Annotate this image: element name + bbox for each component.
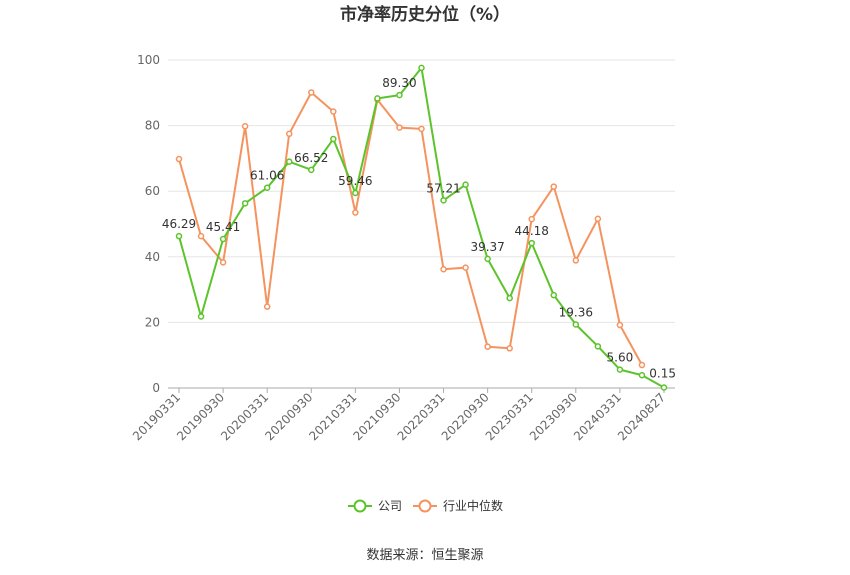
point-industry-20231231 — [594, 215, 602, 223]
point-industry-20220331 — [440, 266, 447, 273]
y-tick-label-40: 40 — [145, 250, 160, 264]
point-industry-20240630 — [638, 361, 646, 369]
series-line-company — [178, 66, 665, 389]
data-label-20190331: 46.29 — [162, 217, 196, 231]
point-industry-20190930 — [219, 259, 227, 266]
y-tick-label-20: 20 — [145, 315, 160, 329]
data-label-20210930: 89.30 — [382, 76, 416, 90]
legend-industry-marker — [418, 499, 432, 513]
y-tick-label-100: 100 — [137, 53, 160, 67]
data-label-20230331: 44.18 — [515, 224, 549, 238]
chart-title: 市净率历史分位（%） — [340, 4, 510, 25]
point-industry-20190331 — [175, 155, 183, 163]
point-company-20200630 — [285, 158, 293, 165]
point-industry-20190630 — [197, 232, 205, 240]
point-company-20200930 — [308, 166, 315, 174]
legend-company-marker — [353, 499, 367, 513]
data-label-20210331: 59.46 — [338, 174, 372, 188]
point-industry-20200930 — [308, 89, 315, 96]
point-company-20220331 — [440, 197, 447, 204]
point-company-20240331 — [616, 366, 624, 373]
x-tick-label-20240827: 20240827 — [615, 390, 668, 443]
point-industry-20240331 — [616, 321, 624, 329]
point-company-20230331 — [528, 239, 535, 247]
data-label-20200331: 61.06 — [250, 169, 284, 183]
point-industry-20191231 — [241, 123, 249, 130]
data-label-20220331: 57.21 — [426, 181, 460, 195]
point-industry-20220630 — [462, 264, 469, 271]
point-industry-20210331 — [352, 209, 359, 216]
point-industry-20221231 — [506, 345, 513, 352]
point-company-20210630 — [374, 95, 381, 102]
grid — [168, 59, 675, 323]
legend-industry-label: 行业中位数 — [443, 498, 503, 513]
data-label-20220930: 39.37 — [470, 240, 504, 254]
data-label-20240331: 5.60 — [607, 351, 634, 365]
point-company-20221231 — [506, 294, 513, 302]
point-company-20230630 — [550, 291, 558, 299]
point-company-20191231 — [241, 200, 249, 207]
legend-item-industry[interactable]: 行业中位数 — [413, 498, 503, 513]
point-company-20230930 — [572, 321, 580, 328]
point-industry-20220930 — [484, 343, 491, 350]
point-industry-20201231 — [330, 108, 337, 115]
point-company-20231231 — [594, 343, 602, 350]
series — [175, 64, 668, 391]
y-tick-label-80: 80 — [145, 119, 160, 133]
data-label-20230930: 19.36 — [559, 305, 593, 319]
data-labels: 46.29 45.41 61.06 66.52 59.46 89.30 57.21 39.37… — [162, 76, 676, 380]
point-company-20210331 — [352, 189, 359, 197]
series-line-industry — [178, 91, 643, 366]
legend-company-label: 公司 — [378, 499, 402, 513]
point-company-20240630 — [638, 371, 646, 379]
point-company-20190331 — [175, 232, 183, 240]
legend: 公司 行业中位数 — [348, 498, 503, 513]
y-tick-label-60: 60 — [145, 184, 160, 198]
legend-item-company[interactable]: 公司 — [348, 499, 402, 513]
data-label-20200930: 66.52 — [294, 151, 328, 165]
point-company-20190930 — [219, 235, 227, 243]
point-company-20190630 — [197, 313, 205, 320]
data-label-20240827: 0.15 — [649, 367, 676, 381]
point-company-20240827 — [660, 384, 668, 391]
point-industry-20230331 — [528, 215, 535, 223]
data-source: 数据来源：恒生聚源 — [366, 548, 483, 563]
data-label-20190930: 45.41 — [206, 220, 240, 234]
point-industry-20211231 — [418, 125, 425, 133]
point-company-20210930 — [396, 91, 403, 99]
point-company-20211231 — [418, 64, 425, 72]
point-industry-20230630 — [550, 183, 558, 190]
y-tick-label-0: 0 — [152, 381, 160, 395]
point-company-20220630 — [462, 181, 469, 188]
point-industry-20200331 — [263, 303, 271, 310]
point-industry-20210930 — [396, 124, 403, 131]
point-company-20220930 — [484, 255, 491, 263]
point-company-20200331 — [263, 184, 271, 191]
point-industry-20200630 — [285, 130, 293, 138]
point-company-20201231 — [330, 135, 337, 143]
point-industry-20230930 — [572, 257, 580, 264]
